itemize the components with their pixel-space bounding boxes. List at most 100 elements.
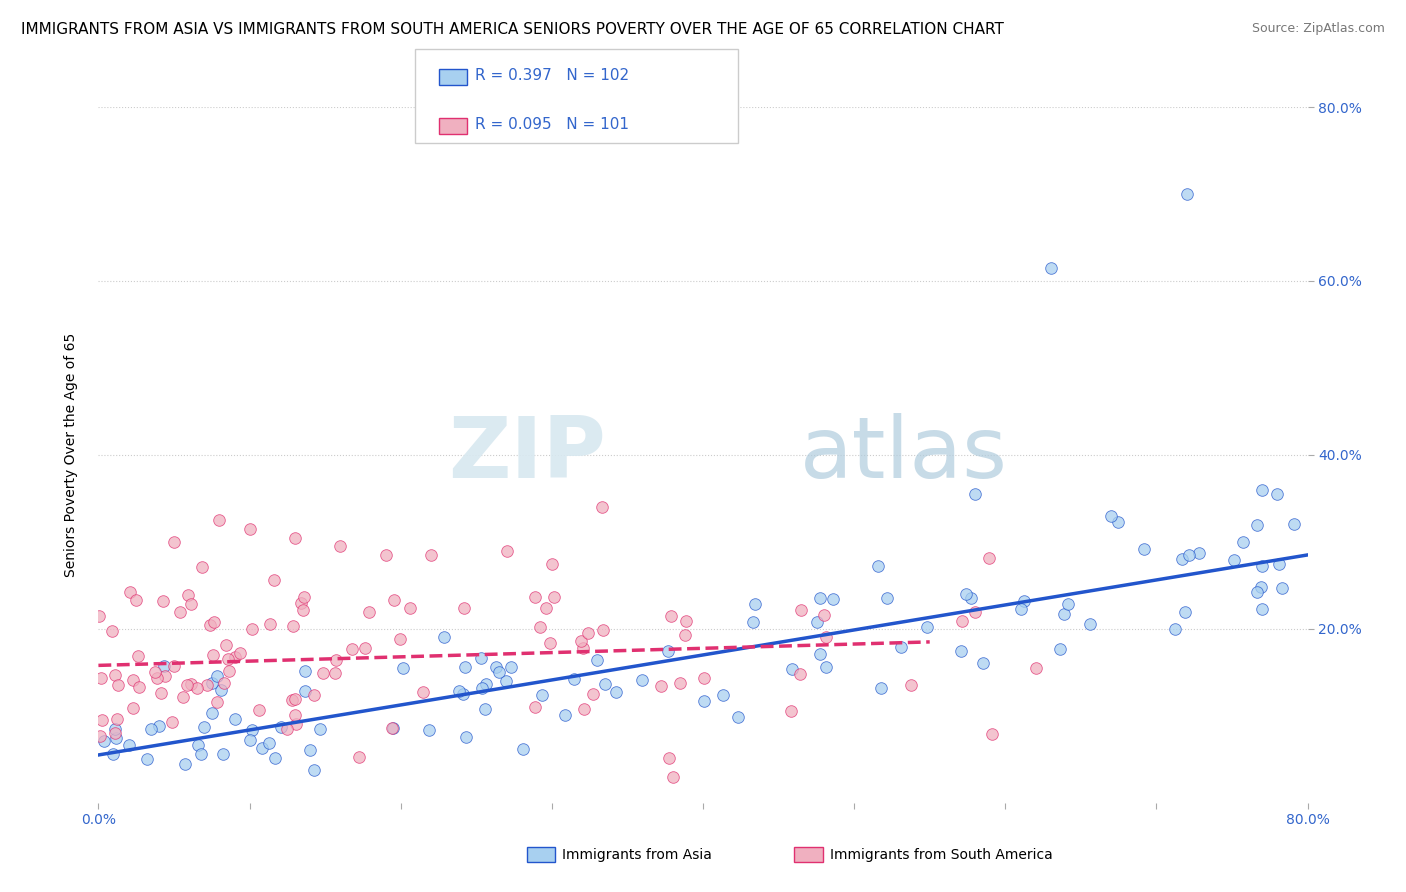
Point	[814, 660, 837, 674]
Point	[107, 678, 129, 692]
Point	[529, 620, 551, 634]
Point	[582, 687, 605, 701]
Point	[1268, 557, 1291, 571]
Point	[201, 648, 224, 662]
Point	[298, 743, 321, 757]
Point	[813, 608, 835, 623]
Point	[190, 560, 212, 574]
Point	[488, 665, 510, 679]
Point	[1174, 606, 1197, 620]
Point	[1250, 580, 1272, 594]
Point	[229, 647, 252, 661]
Point	[418, 723, 440, 737]
Point	[870, 681, 893, 695]
Point	[340, 642, 363, 657]
Point	[284, 707, 307, 722]
Point	[950, 644, 973, 658]
Point	[240, 622, 263, 636]
Point	[325, 653, 347, 667]
Point	[173, 757, 195, 772]
Point	[591, 500, 613, 514]
Point	[224, 712, 246, 726]
Point	[120, 584, 142, 599]
Point	[471, 681, 494, 696]
Point	[569, 634, 592, 648]
Point	[657, 644, 679, 658]
Point	[172, 690, 194, 704]
Point	[195, 678, 218, 692]
Point	[214, 675, 236, 690]
Point	[485, 660, 508, 674]
Point	[711, 688, 734, 702]
Point	[224, 650, 246, 665]
Point	[981, 726, 1004, 740]
Point	[673, 627, 696, 641]
Point	[1282, 516, 1305, 531]
Point	[659, 608, 682, 623]
Point	[1177, 548, 1199, 562]
Point	[447, 683, 470, 698]
Point	[205, 668, 228, 682]
Point	[193, 720, 215, 734]
Point	[382, 593, 405, 607]
Point	[1267, 487, 1289, 501]
Point	[693, 672, 716, 686]
Point	[1271, 581, 1294, 595]
Point	[454, 660, 477, 674]
Text: Source: ZipAtlas.com: Source: ZipAtlas.com	[1251, 22, 1385, 36]
Point	[180, 676, 202, 690]
Point	[292, 603, 315, 617]
Point	[780, 704, 803, 718]
Point	[285, 716, 308, 731]
Point	[960, 591, 983, 605]
Point	[495, 543, 517, 558]
Point	[146, 671, 169, 685]
Point	[1010, 602, 1032, 616]
Point	[453, 687, 475, 701]
Point	[453, 600, 475, 615]
Point	[239, 522, 262, 536]
Point	[789, 667, 811, 681]
Point	[605, 685, 627, 699]
Point	[252, 741, 274, 756]
Point	[1246, 584, 1268, 599]
Point	[374, 548, 396, 562]
Point	[90, 672, 112, 686]
Text: ZIP: ZIP	[449, 413, 606, 497]
Point	[1012, 594, 1035, 608]
Point	[281, 619, 304, 633]
Point	[292, 590, 315, 604]
Text: R = 0.095   N = 101: R = 0.095 N = 101	[475, 118, 630, 132]
Point	[562, 672, 585, 686]
Point	[789, 603, 811, 617]
Point	[281, 693, 304, 707]
Point	[1099, 508, 1122, 523]
Point	[276, 722, 298, 736]
Point	[263, 573, 285, 587]
Point	[474, 702, 496, 716]
Point	[294, 665, 316, 679]
Point	[323, 665, 346, 680]
Point	[1223, 553, 1246, 567]
Point	[955, 587, 977, 601]
Point	[499, 660, 522, 674]
Point	[821, 592, 844, 607]
Point	[470, 651, 492, 665]
Point	[965, 487, 987, 501]
Point	[1078, 616, 1101, 631]
Point	[357, 605, 380, 619]
Point	[153, 668, 176, 682]
Point	[593, 677, 616, 691]
Point	[475, 676, 498, 690]
Point	[890, 640, 912, 654]
Point	[808, 591, 831, 605]
Point	[727, 710, 749, 724]
Point	[530, 688, 553, 702]
Point	[163, 658, 186, 673]
Point	[201, 676, 224, 690]
Point	[329, 539, 352, 553]
Point	[979, 550, 1001, 565]
Point	[658, 750, 681, 764]
Point	[1188, 545, 1211, 559]
Point	[89, 730, 111, 744]
